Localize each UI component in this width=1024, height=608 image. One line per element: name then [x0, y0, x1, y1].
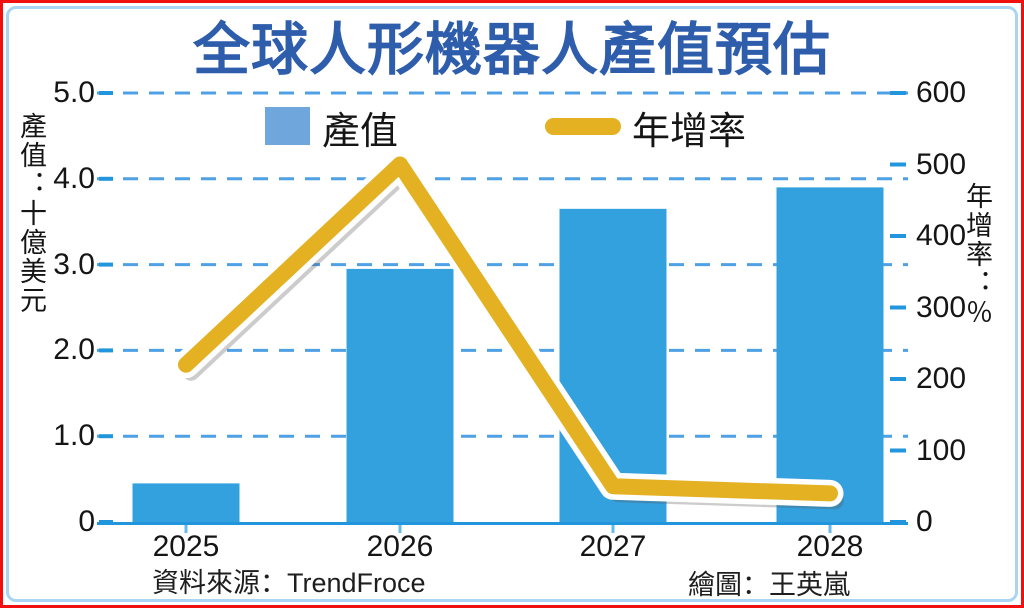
legend-label-bar: 產值 [322, 111, 399, 153]
right-axis-tick-label: 300 [916, 290, 967, 324]
right-axis-tick-label: 0 [916, 505, 933, 538]
bar-2025 [132, 483, 240, 522]
left-axis-tick-label: 2.0 [53, 333, 95, 367]
x-axis-label-2027: 2027 [579, 530, 647, 563]
x-axis-label-2028: 2028 [796, 530, 864, 563]
credit-note: 繪圖：王英嵐 [688, 570, 850, 600]
right-axis-tick-label: 100 [916, 433, 967, 467]
growth-line [178, 156, 838, 502]
chart-title: 全球人形機器人產值預估 [193, 18, 831, 82]
left-axis-tick-label: 0 [78, 505, 95, 538]
legend-line-swatch [545, 118, 621, 135]
right-axis-title: 年增率：％ [962, 182, 992, 327]
left-axis-tick-label: 4.0 [53, 161, 95, 195]
x-axis-label-2026: 2026 [366, 530, 434, 563]
right-axis-tick-label: 400 [916, 219, 967, 252]
left-axis-tick-label: 3.0 [53, 247, 95, 281]
right-axis-tick-label: 600 [916, 76, 967, 109]
right-axis-tick-label: 500 [916, 147, 967, 181]
left-axis-tick-label: 1.0 [53, 419, 95, 453]
left-axis-title: 產值：十億美元 [16, 112, 46, 315]
source-note: 資料來源：TrendFroce [152, 568, 426, 598]
right-axis-tick-label: 200 [916, 362, 967, 395]
bar-2028 [776, 187, 884, 522]
legend-bar-swatch [265, 107, 310, 145]
x-axis-label-2025: 2025 [152, 530, 220, 563]
left-axis-tick-label: 5.0 [53, 76, 95, 109]
legend-label-line: 年增率 [632, 111, 747, 153]
bar-2026 [346, 268, 454, 522]
